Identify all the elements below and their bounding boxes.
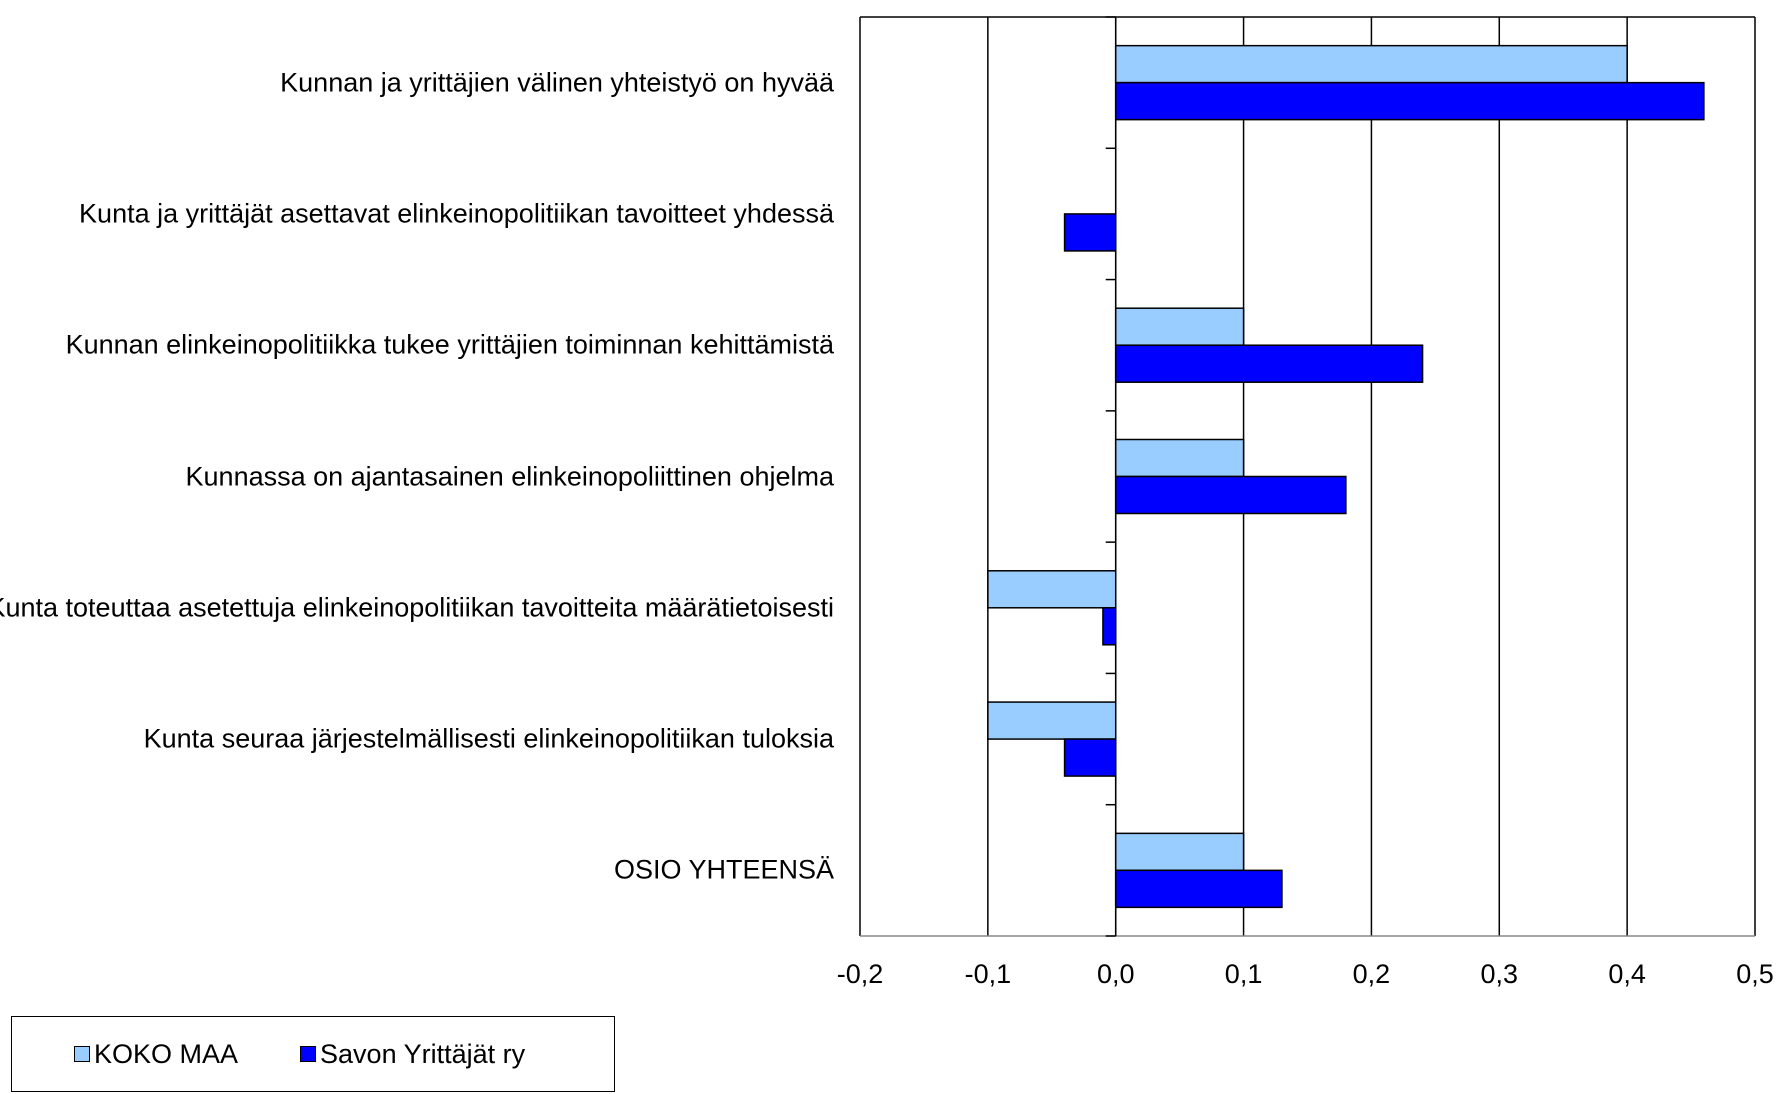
bar (1114, 475, 1347, 515)
legend-swatch (74, 1046, 90, 1062)
category-label: Kunnan elinkeinopolitiikka tukee yrittäj… (65, 329, 834, 360)
category-label: OSIO YHTEENSÄ (613, 854, 834, 885)
x-tick-label: 0,5 (1736, 959, 1774, 989)
bar (1114, 44, 1628, 84)
x-tick-label: 0,3 (1481, 959, 1519, 989)
legend-swatch (300, 1046, 317, 1062)
x-tick-label: 0,0 (1097, 959, 1135, 989)
bar (987, 701, 1117, 740)
legend-item: KOKO MAA (74, 1039, 238, 1070)
x-tick-label: 0,1 (1225, 959, 1263, 989)
category-label: Kunnassa on ajantasainen elinkeinopoliit… (185, 461, 834, 491)
category-label-box: Kunta seuraa järjestelmällisesti elinkei… (0, 721, 834, 758)
bar (1114, 307, 1245, 346)
category-label-box: Kunta ja yrittäjät asettavat elinkeinopo… (0, 195, 834, 232)
bar (1114, 438, 1245, 478)
category-label-box: Kunnassa on ajantasainen elinkeinopoliit… (0, 458, 834, 495)
category-label-box: Kunnan ja yrittäjien välinen yhteistyö o… (0, 64, 834, 101)
category-label-box: OSIO YHTEENSÄ (0, 852, 834, 889)
legend-label: Savon Yrittäjät ry (320, 1038, 526, 1069)
x-tick-label: 0,4 (1608, 959, 1646, 989)
bar (1102, 607, 1117, 646)
x-tick-label: -0,2 (837, 959, 884, 989)
bar (1114, 81, 1705, 121)
legend: KOKO MAA Savon Yrittäjät ry (11, 1016, 615, 1092)
bar (987, 570, 1117, 609)
legend-label: KOKO MAA (94, 1038, 239, 1069)
bar (1114, 344, 1424, 383)
category-label: Kunta ja yrittäjät asettavat elinkeinopo… (79, 198, 834, 229)
bar (1063, 738, 1117, 777)
bar (1114, 869, 1283, 909)
legend-item: Savon Yrittäjät ry (300, 1039, 525, 1070)
category-label: Kunta seuraa järjestelmällisesti elinkei… (143, 723, 834, 754)
x-tick-label: -0,1 (965, 959, 1012, 989)
category-label-box: Kunta toteuttaa asetettuja elinkeinopoli… (0, 589, 834, 626)
x-tick-label: 0,2 (1353, 959, 1391, 989)
category-label-box: Kunnan elinkeinopolitiikka tukee yrittäj… (0, 327, 834, 364)
category-label: Kunta toteuttaa asetettuja elinkeinopoli… (0, 592, 834, 623)
bar (1063, 213, 1117, 252)
bar (1114, 832, 1245, 872)
category-label: Kunnan ja yrittäjien välinen yhteistyö o… (280, 67, 834, 98)
